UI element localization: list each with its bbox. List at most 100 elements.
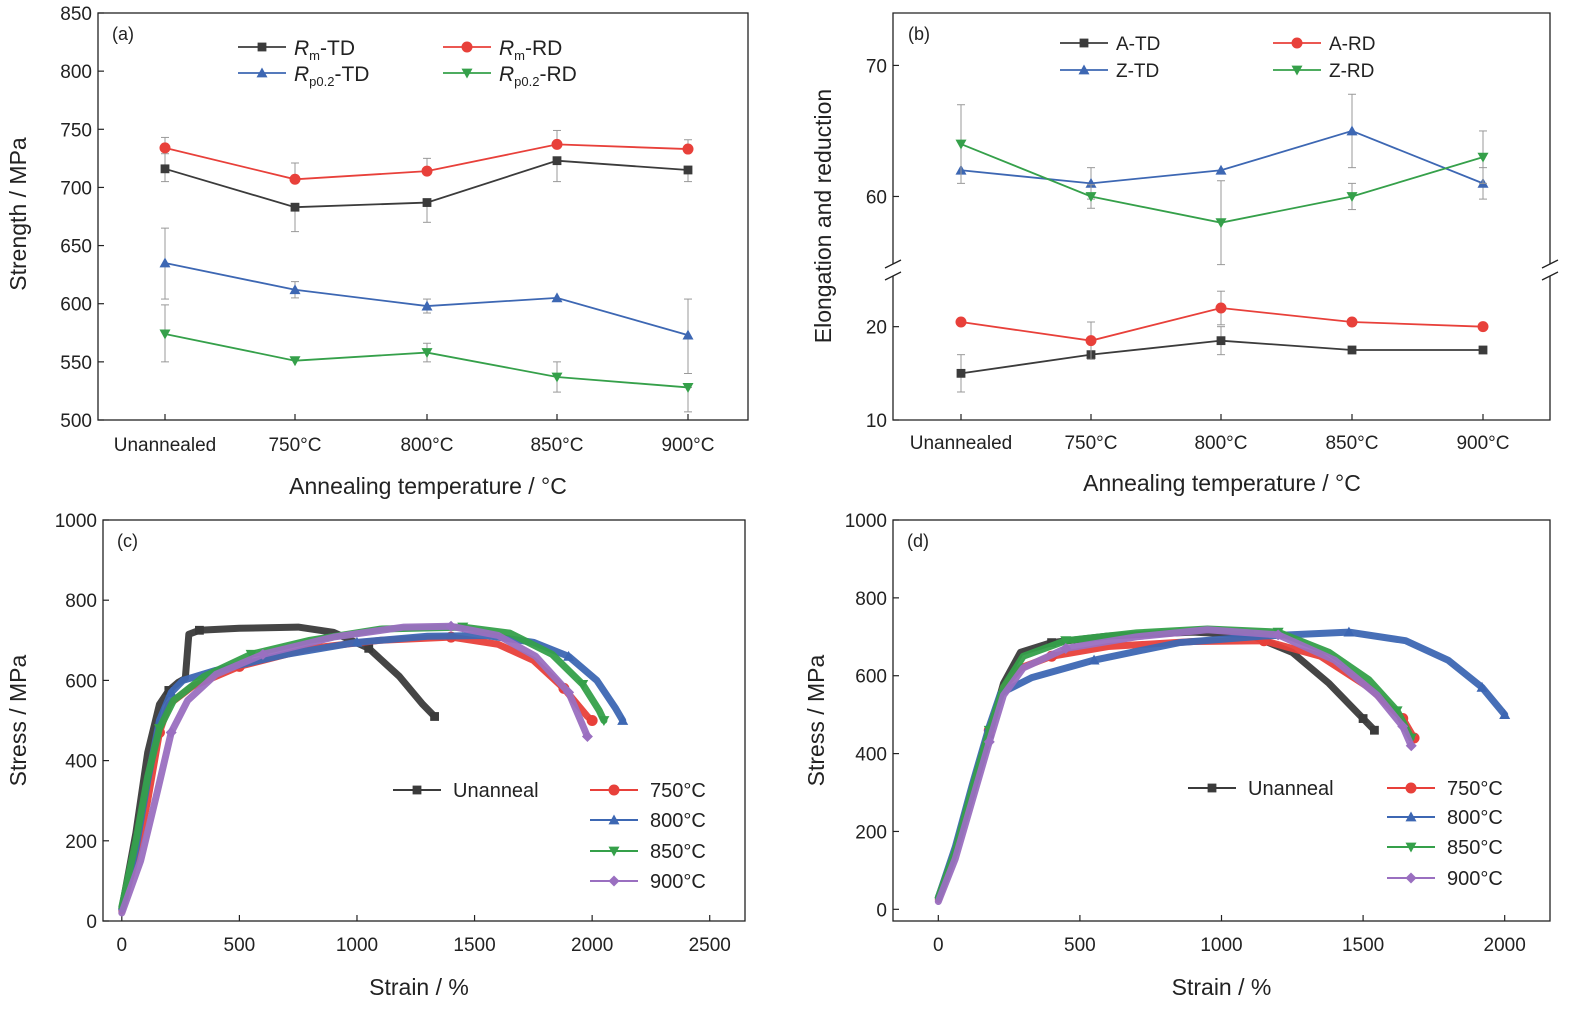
- data-point: [551, 372, 563, 383]
- curve-end-marker: [1499, 709, 1511, 720]
- x-tick-label: Unannealed: [114, 435, 216, 456]
- x-tick-label: 800°C: [400, 435, 453, 456]
- panel-d-stress-strain-rd-chart: 0 200 400 600 800 1000 0 500 1000 1500 2000 Strain …: [803, 511, 1551, 1000]
- axis-break-mark: [884, 259, 902, 269]
- y-tick-1000-label: 1000: [845, 511, 887, 532]
- curve-marker: [153, 724, 165, 735]
- y-tick-800-label: 800: [855, 589, 887, 610]
- x-tick-label: 2000: [571, 935, 613, 956]
- legend-marker: [412, 785, 422, 795]
- curve-end-marker: [586, 715, 598, 726]
- panel-label: (d): [907, 531, 929, 551]
- y-tick-850-label: 850: [60, 4, 92, 25]
- legend-marker: [1291, 65, 1303, 76]
- data-point: [552, 156, 562, 166]
- data-point: [421, 348, 433, 359]
- x-tick-label: 500: [224, 935, 256, 956]
- data-point: [1478, 345, 1488, 355]
- y-tick-1000-label: 1000: [55, 511, 97, 532]
- y-tick-400-label: 400: [855, 745, 887, 766]
- x-axis-label: Strain / %: [1172, 974, 1272, 1000]
- axis-break-mark: [1541, 259, 1559, 269]
- x-axis-label: Strain / %: [369, 974, 469, 1000]
- data-point: [421, 165, 433, 177]
- curve-0: [118, 623, 439, 913]
- data-point: [1215, 218, 1227, 229]
- curve-marker: [1060, 642, 1072, 654]
- data-point: [1085, 177, 1097, 188]
- legend-marker: [1207, 783, 1217, 793]
- plot-frame: [102, 519, 746, 922]
- y-tick-650-label: 650: [60, 237, 92, 258]
- data-point: [1215, 302, 1227, 314]
- legend-marker: [1079, 38, 1089, 48]
- y-tick-200-label: 200: [65, 832, 97, 853]
- legend-marker: [608, 875, 620, 887]
- curve-marker: [257, 648, 269, 660]
- curve-end-marker: [598, 716, 610, 726]
- data-point: [1347, 345, 1357, 355]
- legend-label: 900°C: [650, 871, 706, 893]
- y-tick-600-label: 600: [855, 667, 887, 688]
- x-tick-label: 900°C: [661, 435, 714, 456]
- curve-marker: [1060, 636, 1072, 647]
- curve-marker: [1272, 629, 1284, 641]
- panel-b-elongation-chart: 10 20 60 70 Unannealed 750°C 800°C 850°C 900°C An…: [810, 12, 1559, 496]
- data-point: [1085, 192, 1097, 202]
- x-tick-label: 1000: [1200, 935, 1242, 956]
- data-point: [289, 356, 301, 367]
- curve-end-marker: [1370, 725, 1379, 735]
- legend-label: 900°C: [1447, 868, 1503, 890]
- x-tick-label: 750°C: [1064, 433, 1117, 454]
- y-tick-400-label: 400: [65, 752, 97, 773]
- y-tick-200-label: 200: [855, 822, 887, 843]
- axis-break-mark: [1541, 271, 1559, 281]
- data-point: [290, 202, 300, 212]
- data-point: [551, 138, 563, 150]
- curve-marker: [577, 680, 589, 690]
- panel-label: (b): [908, 24, 930, 44]
- legend-label: A-RD: [1329, 34, 1375, 55]
- y-axis-label: Strength / MPa: [5, 137, 31, 291]
- data-point: [682, 383, 694, 393]
- data-point: [1216, 336, 1226, 346]
- curve-4: [934, 626, 1415, 906]
- y-tick-10-label: 10: [866, 411, 887, 432]
- legend-marker: [608, 846, 620, 857]
- plot-frame-upper: [892, 12, 1551, 264]
- curve-marker: [195, 625, 204, 635]
- data-point: [1215, 164, 1227, 175]
- x-tick-label: 0: [117, 935, 128, 956]
- legend-marker: [1405, 811, 1417, 822]
- y-tick-750-label: 750: [60, 120, 92, 141]
- curve-marker: [165, 686, 177, 697]
- data-point: [1346, 316, 1358, 328]
- y-tick-600-label: 600: [65, 671, 97, 692]
- data-point: [956, 368, 966, 378]
- y-tick-800-label: 800: [60, 62, 92, 83]
- x-tick-label: 0: [933, 935, 944, 956]
- x-axis-label: Annealing temperature / °C: [1083, 470, 1361, 496]
- data-point: [160, 164, 170, 174]
- legend-marker: [608, 814, 620, 825]
- legend-label: 750°C: [1447, 778, 1503, 800]
- curve-marker: [445, 620, 457, 632]
- curve-marker: [364, 643, 374, 653]
- y-tick-800-label: 800: [65, 591, 97, 612]
- panel-a-strength-chart: 500 550 600 650 700 750 800 850 Unannealed 750°C 8…: [5, 4, 749, 499]
- curve-marker: [1343, 626, 1355, 637]
- axis-break-mark: [884, 271, 902, 281]
- legend-label: 750°C: [650, 780, 706, 802]
- series-line-3: [960, 143, 1484, 224]
- data-point: [1085, 335, 1097, 347]
- y-tick-700-label: 700: [60, 178, 92, 199]
- legend-label: Rp0.2-TD: [294, 63, 369, 89]
- y-axis-label: Stress / MPa: [5, 654, 31, 786]
- x-tick-label: 900°C: [1456, 433, 1509, 454]
- curve-end-marker: [617, 715, 629, 725]
- legend-label: Rm-TD: [294, 37, 355, 63]
- legend-label: 850°C: [1447, 837, 1503, 859]
- x-tick-label: 800°C: [1194, 433, 1247, 454]
- y-tick-550-label: 550: [60, 353, 92, 374]
